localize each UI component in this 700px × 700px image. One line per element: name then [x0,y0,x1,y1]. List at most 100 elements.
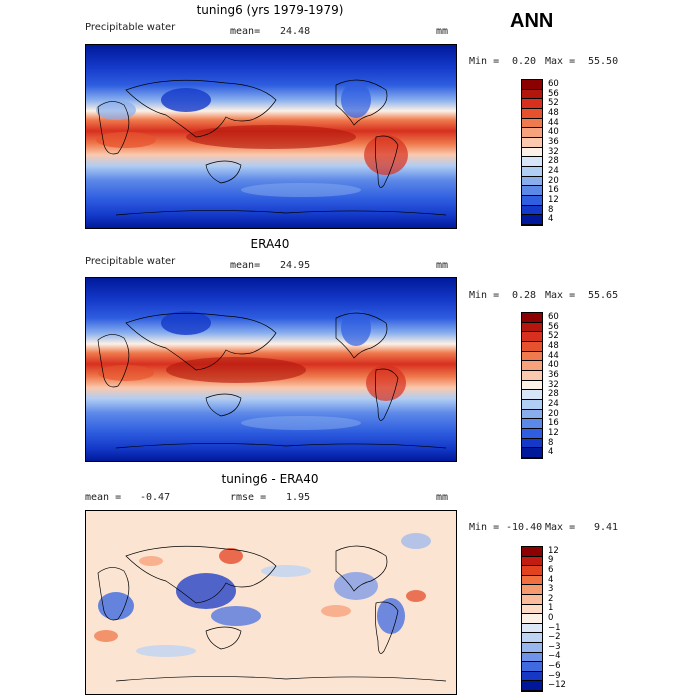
colorbar-swatch [522,351,542,362]
season-label: ANN [510,10,554,32]
colorbar-label: 44 [548,117,559,128]
colorbar-label: −2 [548,632,561,643]
colorbar-swatch [522,195,542,206]
colorbar-label: 16 [548,185,559,196]
colorbar-swatch [522,556,542,567]
panel3-map-canvas [86,511,456,694]
panel2-max-value: 55.65 [588,290,619,301]
colorbar-swatch [522,186,542,196]
colorbar-swatch [522,448,542,458]
colorbar-label: 16 [548,418,559,429]
colorbar-swatch [522,399,542,410]
panel1-map-canvas [86,45,456,228]
panel3-rmse-label: rmse = [230,492,267,503]
colorbar-swatch [522,322,542,333]
colorbar-label: 28 [548,389,559,400]
panel2-min-label: Min = [469,290,500,301]
panel3-mean-value: -0.47 [140,492,171,503]
panel3-mean-label: mean = [85,492,122,503]
panel1-mean-value: 24.48 [280,26,311,37]
colorbar-swatch [522,614,542,624]
panel3-max-label: Max = [545,522,576,533]
colorbar-swatch [522,671,542,682]
colorbar-label: 0 [548,613,554,623]
colorbar-label: 20 [548,408,559,419]
colorbar-label: −9 [548,670,561,681]
colorbar-swatch [522,80,542,90]
colorbar-swatch [522,390,542,400]
colorbar-label: 60 [548,78,559,89]
panel3-min-value: -10.40 [506,522,543,533]
colorbar-swatch [522,633,542,643]
panel3-max-value: 9.41 [594,522,619,533]
panel3-colorbar: 12 9 6 4 3 2 1 0 −1 −2 −3 −4 −6 −9 −12 [521,546,566,692]
panel1-min-value: 0.20 [512,56,537,67]
colorbar-label: −1 [548,622,561,633]
colorbar-label: 3 [548,584,554,595]
colorbar-label: 4 [548,214,554,225]
colorbar-swatch [522,642,542,653]
panel2-map [85,277,457,462]
colorbar-swatch [522,585,542,595]
colorbar-label: 24 [548,165,559,176]
panel3-min-label: Min = [469,522,500,533]
panel1-max-label: Max = [545,56,576,67]
colorbar-label: 6 [548,565,554,575]
panel2-variable: Precipitable water [85,256,176,267]
colorbar-swatch [522,215,542,225]
colorbar-swatch [522,623,542,634]
colorbar-swatch [522,428,542,439]
colorbar-swatch [522,137,542,148]
colorbar-label: 40 [548,360,559,371]
colorbar-swatch [522,652,542,663]
colorbar-label: 20 [548,175,559,186]
panel2-max-label: Max = [545,290,576,301]
colorbar-swatch [522,99,542,109]
colorbar-swatch [522,662,542,672]
colorbar-label: 32 [548,379,559,390]
colorbar-swatch [522,594,542,605]
colorbar-swatch [522,108,542,119]
panel1-units: mm [436,26,449,37]
colorbar-swatch [522,118,542,129]
colorbar-label: 9 [548,555,554,566]
panel2-min-value: 0.28 [512,290,537,301]
colorbar-label: 4 [548,447,554,458]
colorbar-swatch [522,361,542,371]
colorbar-label: 12 [548,194,559,205]
colorbar-label: 4 [548,574,554,585]
colorbar-label: 44 [548,350,559,361]
panel1-max-value: 55.50 [588,56,619,67]
panel1-variable: Precipitable water [85,22,176,33]
colorbar-swatch [522,313,542,323]
colorbar-label: −4 [548,651,561,662]
colorbar-label: 48 [548,107,559,118]
colorbar-swatch [522,89,542,100]
colorbar-label: 56 [548,321,559,332]
colorbar-swatch [522,681,542,691]
panel3-title: tuning6 - ERA40 [221,472,319,486]
panel2-units: mm [436,260,449,271]
panel2-mean-value: 24.95 [280,260,311,271]
colorbar-label: 56 [548,88,559,99]
panel3-rmse-value: 1.95 [286,492,311,503]
panel2-colorbar: 60 56 52 48 44 40 36 32 28 24 20 16 12 8 4 [521,312,559,459]
colorbar-label: 28 [548,156,559,167]
colorbar-label: 32 [548,146,559,157]
colorbar-label: 36 [548,369,559,380]
panel3-map [85,510,457,695]
colorbar-label: 24 [548,398,559,409]
colorbar-swatch [522,176,542,187]
colorbar-label: −12 [548,680,566,691]
colorbar-label: 52 [548,331,559,342]
colorbar-label: 1 [548,603,554,614]
colorbar-swatch [522,547,542,557]
colorbar-label: 60 [548,311,559,322]
colorbar-label: 48 [548,340,559,351]
colorbar-swatch [522,205,542,216]
panel1-mean-label: mean= [230,26,261,37]
colorbar-swatch [522,438,542,449]
colorbar-swatch [522,409,542,420]
colorbar-swatch [522,575,542,586]
colorbar-label: −3 [548,641,561,652]
